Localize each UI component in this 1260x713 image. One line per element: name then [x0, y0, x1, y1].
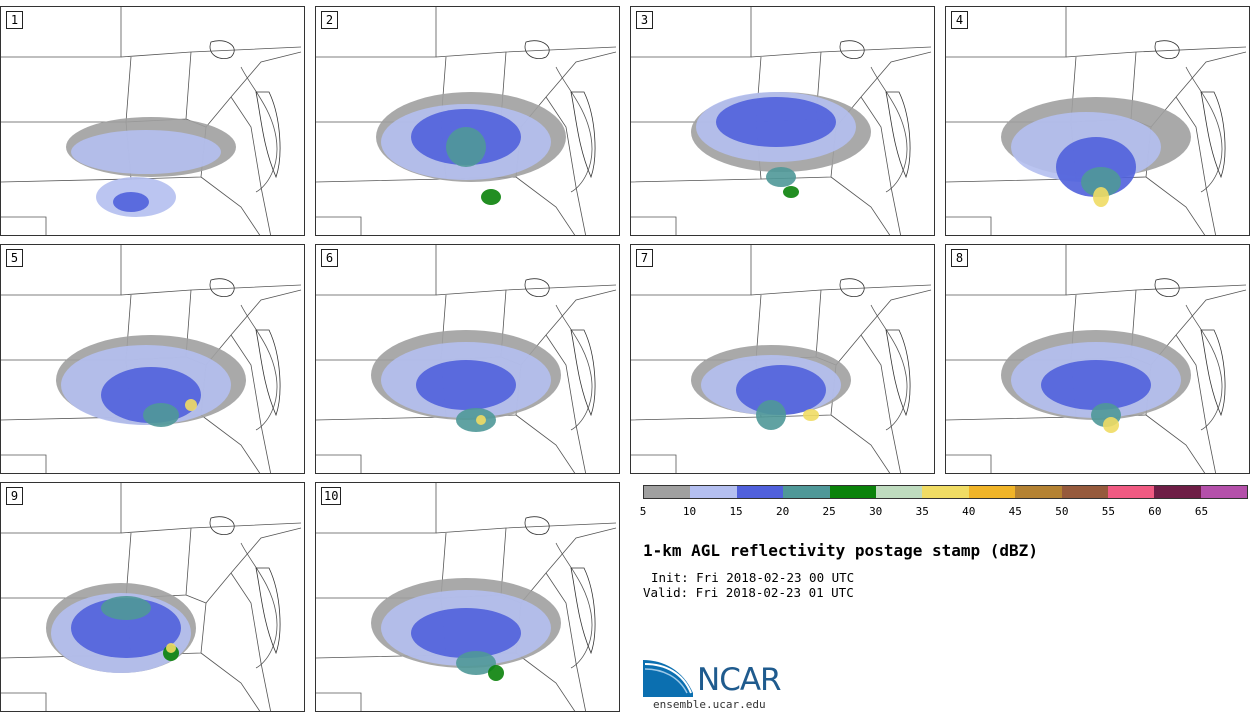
reflectivity-echo	[113, 192, 149, 212]
colorbar-segment	[922, 486, 969, 498]
reflectivity-map	[316, 7, 617, 235]
colorbar-tick-label: 15	[729, 505, 743, 518]
member-number-label: 6	[321, 249, 338, 267]
member-number-label: 7	[636, 249, 653, 267]
reflectivity-map	[316, 245, 617, 473]
colorbar-segment	[829, 486, 876, 498]
colorbar-segment	[1154, 486, 1201, 498]
reflectivity-echo	[756, 400, 786, 430]
colorbar-tick-label: 25	[822, 505, 836, 518]
reflectivity-echo	[736, 365, 826, 415]
member-number-label: 10	[321, 487, 342, 505]
reflectivity-echo	[1041, 360, 1151, 410]
colorbar-segment	[736, 486, 784, 498]
colorbar-segment	[1200, 486, 1248, 498]
ncar-logo-icon	[643, 660, 693, 697]
reflectivity-echo	[185, 399, 197, 411]
colorbar-segment	[783, 486, 830, 498]
ensemble-member-panel: 8	[945, 244, 1250, 474]
reflectivity-echo	[71, 598, 181, 658]
reflectivity-map	[316, 483, 617, 711]
reflectivity-map	[946, 7, 1247, 235]
reflectivity-echo	[1081, 167, 1121, 197]
ensemble-member-panel: 10	[315, 482, 620, 712]
reflectivity-echo	[1103, 417, 1119, 433]
reflectivity-echo	[456, 651, 496, 675]
ensemble-member-panel: 6	[315, 244, 620, 474]
reflectivity-map	[946, 245, 1247, 473]
colorbar-tick-label: 65	[1194, 505, 1209, 518]
ensemble-member-panel: 1	[0, 6, 305, 236]
reflectivity-map	[1, 7, 302, 235]
reflectivity-echo	[416, 360, 516, 410]
reflectivity-map	[1, 483, 302, 711]
member-number-label: 1	[6, 11, 23, 29]
reflectivity-echo	[783, 186, 799, 198]
colorbar-segment	[644, 486, 691, 498]
plot-title: 1-km AGL reflectivity postage stamp (dBZ…	[643, 541, 1038, 560]
member-number-label: 4	[951, 11, 968, 29]
colorbar-tick-label: 20	[775, 505, 790, 518]
member-number-label: 9	[6, 487, 23, 505]
logo-text: NCAR	[697, 662, 782, 698]
member-number-label: 3	[636, 11, 653, 29]
reflectivity-echo	[446, 127, 486, 167]
colorbar-ticks: 5 10 15 20 25 30 35 40 45 50 55 60 65	[639, 505, 1248, 521]
reflectivity-echo	[411, 608, 521, 658]
reflectivity-colorbar	[643, 485, 1248, 499]
reflectivity-echo	[716, 97, 836, 147]
reflectivity-map	[631, 7, 932, 235]
colorbar-segment	[1107, 486, 1155, 498]
ensemble-member-panel: 7	[630, 244, 935, 474]
colorbar-tick-label: 10	[682, 505, 697, 518]
reflectivity-echo	[488, 665, 504, 681]
colorbar-tick-label: 45	[1008, 505, 1022, 518]
colorbar-tick-label: 30	[869, 505, 883, 518]
reflectivity-echo	[143, 403, 179, 427]
reflectivity-echo	[481, 189, 501, 205]
colorbar-segment	[875, 486, 923, 498]
reflectivity-echo	[166, 643, 176, 653]
ensemble-member-panel: 2	[315, 6, 620, 236]
reflectivity-map	[631, 245, 932, 473]
valid-time: Valid: Fri 2018-02-23 01 UTC	[643, 585, 854, 600]
colorbar-tick-label: 55	[1101, 505, 1115, 518]
reflectivity-echo	[803, 409, 819, 421]
ensemble-member-panel: 4	[945, 6, 1250, 236]
colorbar-segment	[1015, 486, 1062, 498]
reflectivity-echo	[1093, 187, 1109, 207]
member-number-label: 5	[6, 249, 23, 267]
ensemble-member-panel: 9	[0, 482, 305, 712]
colorbar-segment	[1061, 486, 1108, 498]
colorbar-tick-label: 35	[915, 505, 929, 518]
member-number-label: 8	[951, 249, 968, 267]
colorbar-segment	[690, 486, 737, 498]
init-time: Init: Fri 2018-02-23 00 UTC	[651, 570, 855, 585]
logo-url: ensemble.ucar.edu	[653, 698, 766, 711]
reflectivity-echo	[71, 130, 221, 174]
reflectivity-echo	[101, 596, 151, 620]
colorbar-tick-label: 50	[1055, 505, 1069, 518]
ensemble-member-panel: 5	[0, 244, 305, 474]
reflectivity-echo	[766, 167, 796, 187]
colorbar-tick-label: 60	[1148, 505, 1162, 518]
colorbar-tick-label: 5	[639, 505, 647, 518]
ensemble-member-panel: 3	[630, 6, 935, 236]
reflectivity-echo	[476, 415, 486, 425]
reflectivity-map	[1, 245, 302, 473]
colorbar-segment	[968, 486, 1016, 498]
colorbar-tick-label: 40	[962, 505, 976, 518]
member-number-label: 2	[321, 11, 338, 29]
